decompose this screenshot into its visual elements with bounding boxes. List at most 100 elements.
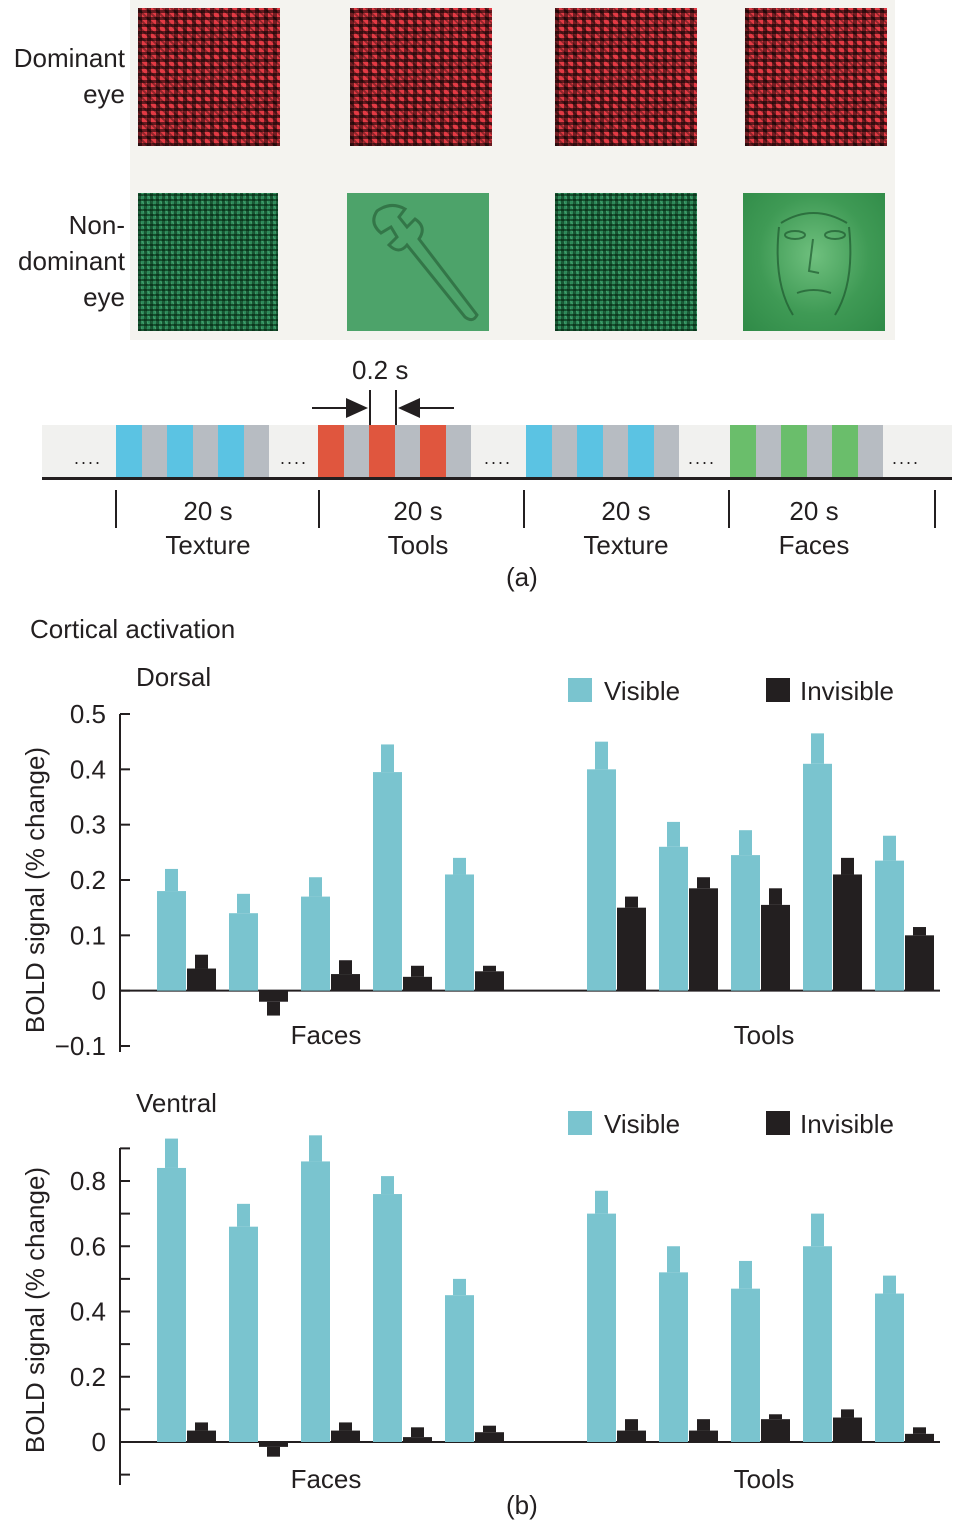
y-tick-label: 0.4 bbox=[70, 754, 106, 784]
timeline-ellipsis: .... bbox=[484, 448, 513, 468]
visible-error-bar bbox=[667, 821, 680, 847]
timeline-tools-segment bbox=[318, 425, 344, 477]
invisible-error-bar bbox=[195, 1422, 208, 1431]
timeline-blank-segment bbox=[192, 425, 218, 477]
timeline-faces-segment bbox=[832, 425, 858, 477]
dominant-noise-tile bbox=[350, 8, 492, 146]
timeline-blank-segment bbox=[343, 425, 369, 477]
visible-bar bbox=[587, 1213, 616, 1442]
invisible-bar bbox=[259, 990, 288, 1002]
block-divider bbox=[115, 490, 117, 528]
visible-error-bar bbox=[667, 1246, 680, 1273]
invisible-bar bbox=[331, 1430, 360, 1442]
face-icon bbox=[776, 212, 852, 316]
legend-invisible-label: Invisible bbox=[800, 1109, 894, 1139]
y-tick-label: 0.3 bbox=[70, 810, 106, 840]
visible-error-bar bbox=[237, 893, 250, 914]
timeline-texture-segment bbox=[218, 425, 244, 477]
visible-bar bbox=[587, 769, 616, 991]
y-tick-label: 0.2 bbox=[70, 1362, 106, 1392]
visible-bar bbox=[875, 1293, 904, 1442]
invisible-bar bbox=[689, 1430, 718, 1442]
invisible-error-bar bbox=[625, 1419, 638, 1431]
visible-bar bbox=[157, 891, 186, 991]
invisible-bar bbox=[761, 1419, 790, 1442]
nondominant-tool-tile bbox=[347, 193, 489, 331]
visible-error-bar bbox=[595, 741, 608, 770]
group-label-faces: Faces bbox=[291, 1464, 362, 1494]
invisible-error-bar bbox=[483, 965, 496, 972]
timeline-blank-segment bbox=[445, 425, 471, 477]
y-tick-label: 0.8 bbox=[70, 1166, 106, 1196]
visible-error-bar bbox=[811, 1213, 824, 1247]
visible-bar bbox=[875, 860, 904, 991]
nondominant-face-tile bbox=[743, 193, 885, 331]
visible-bar bbox=[229, 913, 258, 991]
panel-a-caption: (a) bbox=[506, 562, 538, 592]
legend-visible-label: Visible bbox=[604, 676, 680, 706]
invisible-error-bar bbox=[697, 877, 710, 889]
timeline-texture-segment bbox=[167, 425, 193, 477]
invisible-bar bbox=[475, 1432, 504, 1442]
invisible-bar bbox=[403, 976, 432, 991]
visible-error-bar bbox=[595, 1190, 608, 1214]
y-axis-label: BOLD signal (% change) bbox=[20, 1167, 50, 1453]
timeline-blank-segment bbox=[394, 425, 420, 477]
visible-bar bbox=[445, 1295, 474, 1442]
visible-error-bar bbox=[237, 1203, 250, 1227]
dominant-noise-tile bbox=[745, 8, 887, 146]
block-divider bbox=[728, 490, 730, 528]
y-tick-label: 0.1 bbox=[70, 920, 106, 950]
visible-error-bar bbox=[453, 1278, 466, 1296]
chart-title: Ventral bbox=[136, 1088, 217, 1118]
block-label: 20 s Faces bbox=[778, 496, 850, 560]
invisible-bar bbox=[187, 968, 216, 991]
timeline-ellipsis: .... bbox=[688, 448, 717, 468]
invisible-error-bar bbox=[769, 1414, 782, 1420]
legend-invisible-swatch bbox=[766, 678, 790, 702]
interval-label: 0.2 s bbox=[352, 355, 409, 385]
block-label: 20 s Texture bbox=[165, 496, 251, 560]
nondominant-texture-tile bbox=[138, 193, 278, 331]
visible-bar bbox=[373, 1194, 402, 1442]
invisible-error-bar bbox=[625, 896, 638, 908]
visible-error-bar bbox=[739, 1260, 752, 1289]
invisible-bar bbox=[761, 904, 790, 991]
block-label: 20 s Tools bbox=[387, 496, 449, 560]
legend-invisible-label: Invisible bbox=[800, 676, 894, 706]
invisible-bar bbox=[905, 935, 934, 991]
invisible-bar bbox=[331, 974, 360, 991]
invisible-bar bbox=[187, 1430, 216, 1442]
invisible-error-bar bbox=[267, 1001, 280, 1016]
visible-bar bbox=[659, 1272, 688, 1442]
visible-bar bbox=[731, 855, 760, 991]
interval-arrows bbox=[312, 390, 454, 426]
timeline-blank-segment bbox=[602, 425, 628, 477]
visible-error-bar bbox=[811, 733, 824, 764]
block-divider bbox=[523, 490, 525, 528]
invisible-error-bar bbox=[411, 1427, 424, 1438]
wrench-icon bbox=[372, 204, 479, 322]
visible-bar bbox=[445, 874, 474, 991]
invisible-bar bbox=[833, 874, 862, 991]
timeline-blank-segment bbox=[653, 425, 679, 477]
timeline-ellipsis: .... bbox=[892, 448, 921, 468]
section-title: Cortical activation bbox=[30, 614, 236, 644]
nondominant-texture-tile bbox=[555, 193, 697, 331]
visible-bar bbox=[301, 896, 330, 991]
y-tick-label: 0 bbox=[92, 976, 106, 1006]
timeline-faces-segment bbox=[730, 425, 756, 477]
visible-error-bar bbox=[309, 1135, 322, 1162]
invisible-error-bar bbox=[339, 1422, 352, 1431]
legend-invisible-swatch bbox=[766, 1111, 790, 1135]
timeline-ellipsis: .... bbox=[280, 448, 309, 468]
visible-error-bar bbox=[381, 744, 394, 773]
timeline-blank-segment bbox=[755, 425, 781, 477]
y-tick-label: −0.1 bbox=[55, 1031, 106, 1061]
block-divider bbox=[318, 490, 320, 528]
timeline-texture-segment bbox=[116, 425, 142, 477]
visible-error-bar bbox=[309, 877, 322, 897]
visible-error-bar bbox=[381, 1176, 394, 1195]
group-label-tools: Tools bbox=[734, 1020, 795, 1050]
visible-bar bbox=[157, 1167, 186, 1442]
